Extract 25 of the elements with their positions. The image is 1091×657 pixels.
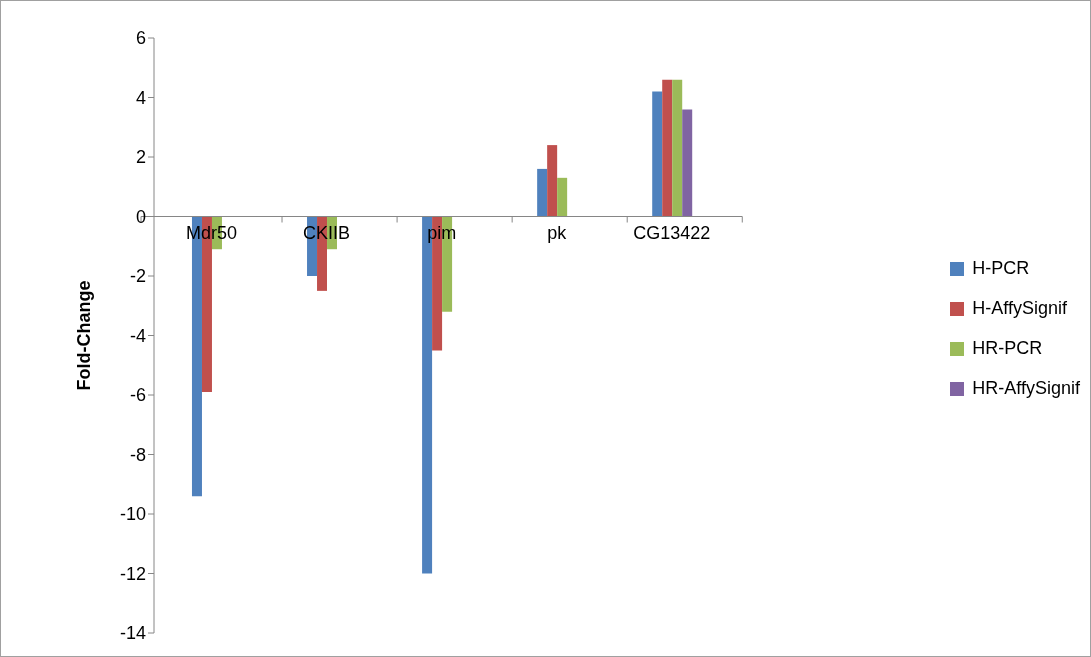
y-tick-label: 0 (135, 206, 146, 227)
legend-label: HR-AffySignif (972, 378, 1080, 399)
bar (557, 177, 568, 217)
bar (682, 109, 693, 217)
legend-label: HR-PCR (972, 338, 1043, 359)
bar (662, 79, 673, 217)
bar (547, 145, 558, 217)
bar (537, 168, 548, 217)
legend-label: H-AffySignif (972, 298, 1067, 319)
y-axis-title: Fold-Change (74, 280, 95, 391)
bar (672, 79, 683, 217)
x-tick-label: CG13422 (633, 222, 711, 243)
y-tick-label: -6 (129, 385, 146, 406)
bar (652, 91, 663, 217)
y-tick-label: 6 (135, 28, 146, 49)
legend-label: H-PCR (972, 258, 1030, 279)
y-tick-label: -4 (129, 325, 146, 346)
y-tick-label: -8 (129, 444, 146, 465)
y-tick-label: -12 (119, 563, 146, 584)
y-tick-label: -2 (129, 266, 146, 287)
y-tick-label: -10 (119, 504, 146, 525)
y-tick-label: 4 (135, 87, 146, 108)
y-tick-label: 2 (135, 147, 146, 168)
x-tick-label: pk (547, 222, 568, 243)
y-tick-label: -14 (119, 623, 146, 644)
